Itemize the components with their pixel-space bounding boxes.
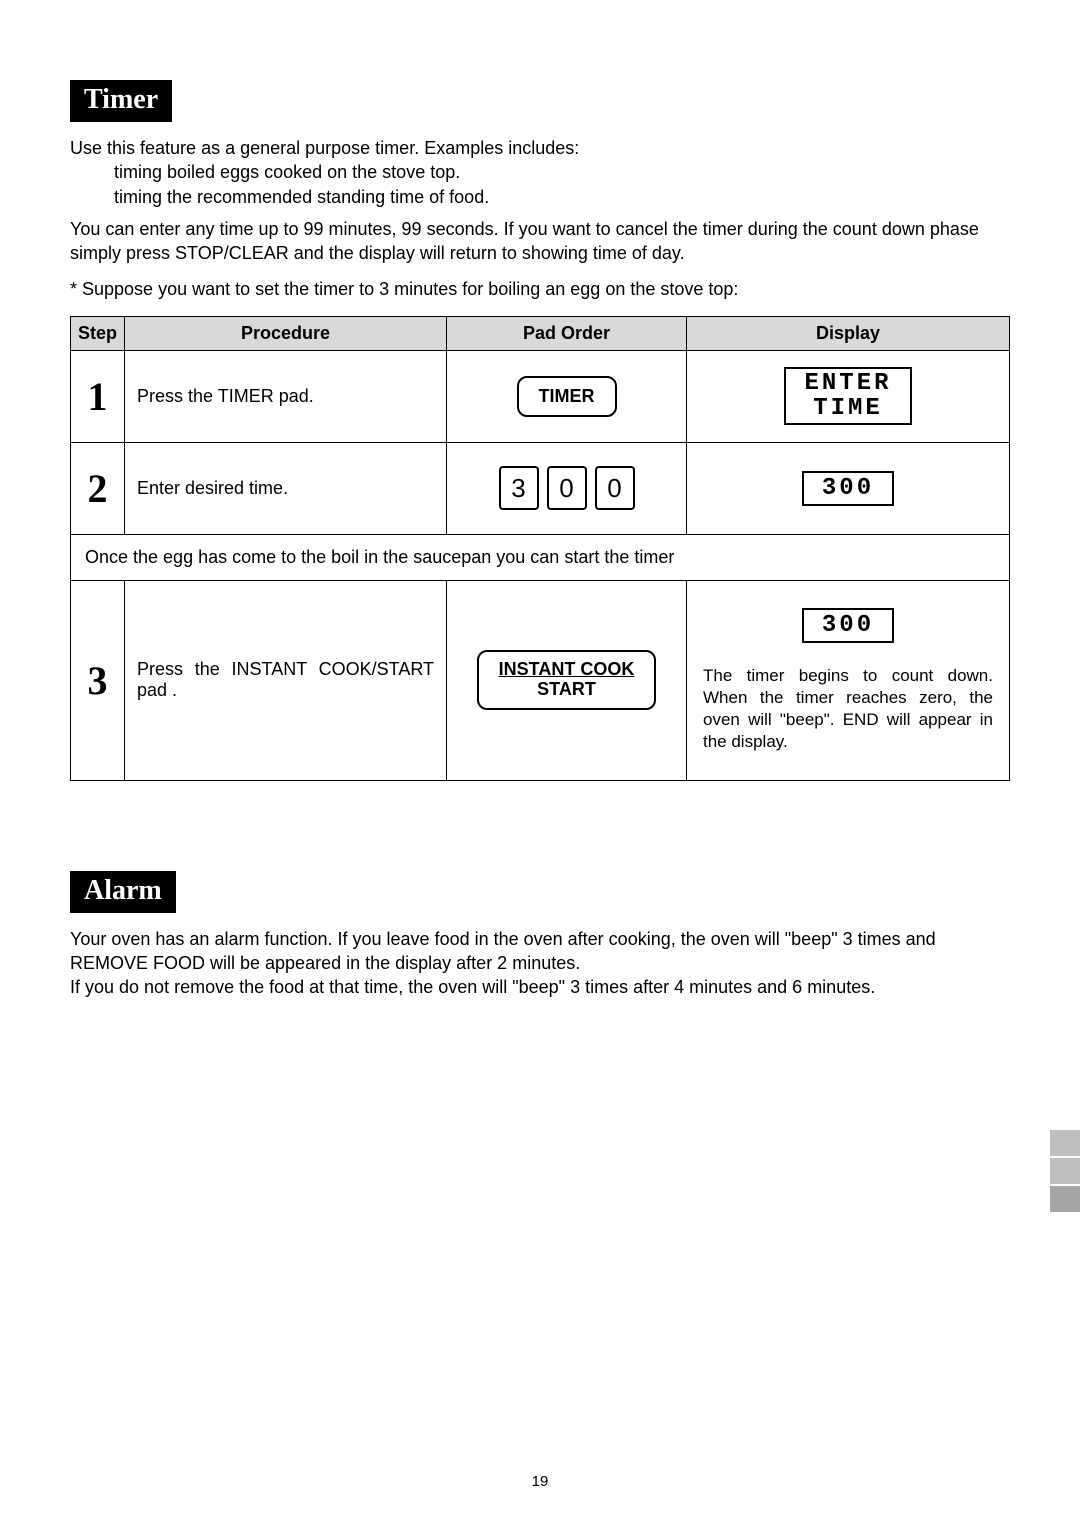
- keypad: 3 0 0: [499, 466, 635, 510]
- instant-cook-start-button: INSTANT COOK START: [477, 650, 657, 710]
- alarm-p2: If you do not remove the food at that ti…: [70, 975, 1010, 999]
- display-note: The timer begins to count down. When the…: [703, 665, 993, 753]
- page-edge-tabs: [1050, 1130, 1080, 1214]
- alarm-p1: Your oven has an alarm function. If you …: [70, 927, 1010, 976]
- procedure-cell: Press the INSTANT COOK/START pad .: [125, 580, 447, 780]
- page-number: 19: [0, 1473, 1080, 1490]
- table-note-row: Once the egg has come to the boil in the…: [71, 534, 1010, 580]
- timer-intro-2: You can enter any time up to 99 minutes,…: [70, 217, 1010, 266]
- lcd-number: 300: [822, 475, 874, 502]
- display-cell: ENTER TIME: [687, 350, 1010, 442]
- section-heading-alarm: Alarm: [70, 871, 176, 913]
- note-cell: Once the egg has come to the boil in the…: [71, 534, 1010, 580]
- th-display: Display: [687, 316, 1010, 350]
- section-heading-timer: Timer: [70, 80, 172, 122]
- timer-intro-1: Use this feature as a general purpose ti…: [70, 136, 1010, 160]
- lcd-number: 300: [822, 612, 874, 639]
- th-step: Step: [71, 316, 125, 350]
- procedure-cell: Press the TIMER pad.: [125, 350, 447, 442]
- display-cell: 300: [687, 442, 1010, 534]
- pad-label-line2: START: [499, 680, 635, 700]
- procedure-cell: Enter desired time.: [125, 442, 447, 534]
- step-number: 3: [71, 580, 125, 780]
- lcd-display: 300: [802, 471, 894, 506]
- th-procedure: Procedure: [125, 316, 447, 350]
- timer-bullet-1: timing boiled eggs cooked on the stove t…: [70, 160, 1010, 184]
- timer-bullet-2: timing the recommended standing time of …: [70, 185, 1010, 209]
- display-cell: 300 The timer begins to count down. When…: [687, 580, 1010, 780]
- pad-order-cell: TIMER: [447, 350, 687, 442]
- table-row: 3 Press the INSTANT COOK/START pad . INS…: [71, 580, 1010, 780]
- timer-pad-button: TIMER: [517, 376, 617, 417]
- lcd-text: ENTER TIME: [804, 370, 891, 422]
- pad-order-cell: 3 0 0: [447, 442, 687, 534]
- timer-example: * Suppose you want to set the timer to 3…: [70, 277, 1010, 301]
- keypad-key: 0: [595, 466, 635, 510]
- keypad-key: 0: [547, 466, 587, 510]
- pad-label-line1: INSTANT COOK: [499, 660, 635, 680]
- table-row: 1 Press the TIMER pad. TIMER ENTER TIME: [71, 350, 1010, 442]
- lcd-display: ENTER TIME: [784, 367, 911, 425]
- step-number: 2: [71, 442, 125, 534]
- table-row: 2 Enter desired time. 3 0 0 300: [71, 442, 1010, 534]
- step-number: 1: [71, 350, 125, 442]
- timer-steps-table: Step Procedure Pad Order Display 1 Press…: [70, 316, 1010, 781]
- th-pad-order: Pad Order: [447, 316, 687, 350]
- lcd-display: 300: [802, 608, 894, 643]
- pad-order-cell: INSTANT COOK START: [447, 580, 687, 780]
- keypad-key: 3: [499, 466, 539, 510]
